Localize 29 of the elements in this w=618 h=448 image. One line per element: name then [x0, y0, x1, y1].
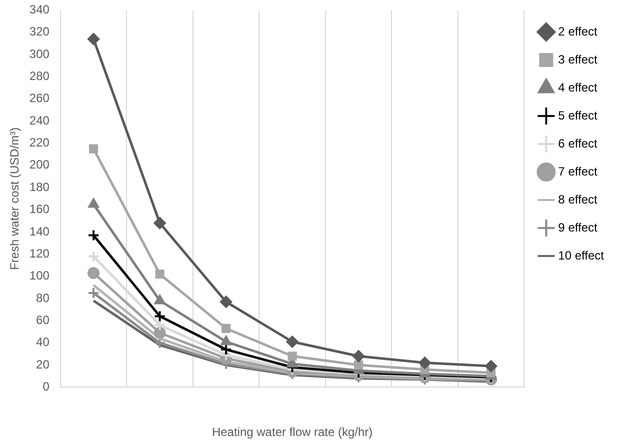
legend-label: 10 effect — [558, 248, 605, 262]
y-tick-label: 280 — [29, 69, 50, 84]
y-tick-label: 20 — [36, 357, 50, 372]
legend-label: 5 effect — [558, 108, 598, 122]
y-tick-label: 120 — [29, 246, 50, 260]
y-tick-label: 300 — [29, 46, 50, 61]
legend-label: 6 effect — [558, 136, 598, 150]
y-tick-label: 80 — [36, 290, 50, 305]
y-tick-label: 100 — [29, 268, 50, 283]
y-tick-label: 60 — [36, 312, 50, 327]
x-axis-title: Heating water flow rate (kg/hr) — [212, 425, 373, 440]
legend-label: 2 effect — [558, 24, 598, 38]
y-tick-label: 0 — [42, 380, 50, 394]
y-tick-label: 220 — [29, 136, 50, 150]
legend-label: 8 effect — [558, 192, 598, 206]
legend-label: 7 effect — [558, 164, 598, 178]
y-tick-label: 200 — [29, 158, 50, 172]
legend-label: 9 effect — [558, 220, 598, 234]
y-tick-label: 260 — [29, 91, 50, 106]
legend-label: 3 effect — [558, 52, 598, 66]
y-tick-label: 240 — [29, 113, 50, 128]
y-tick-label: 320 — [29, 24, 50, 39]
y-axis-title: Fresh water cost (USD/m³) — [8, 127, 22, 270]
y-tick-label: 160 — [29, 202, 50, 216]
y-tick-label: 180 — [29, 180, 50, 194]
y-tick-label: 140 — [29, 224, 50, 238]
y-tick-label: 40 — [36, 335, 50, 350]
y-tick-label: 340 — [29, 2, 50, 17]
legend-label: 4 effect — [558, 80, 598, 94]
